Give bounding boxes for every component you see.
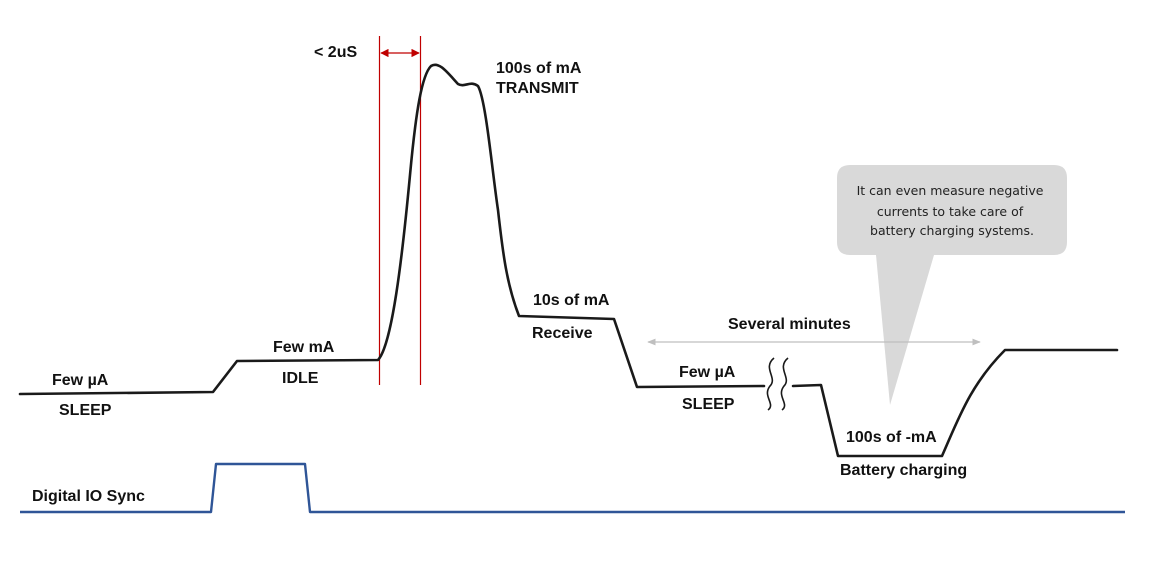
charging-state-label: Battery charging (840, 462, 967, 479)
callout-line-3: battery charging systems. (870, 223, 1034, 238)
idle-value-label: Few mA (273, 339, 335, 356)
sleep1-state-label: SLEEP (59, 402, 112, 419)
span-label: Several minutes (728, 316, 851, 333)
digital-io-sync-trace (20, 462, 1125, 514)
idle-state-label: IDLE (282, 370, 319, 387)
time-break-icon (766, 357, 789, 411)
transmit-state-label: TRANSMIT (496, 80, 579, 97)
sleep1-value-label: Few µA (52, 372, 109, 389)
timing-label: < 2uS (314, 44, 357, 61)
charging-value-label: 100s of -mA (846, 429, 937, 446)
sleep2-value-label: Few µA (679, 364, 736, 381)
transmit-value-label: 100s of mA (496, 60, 582, 77)
svg-text:It can even measure negative: It can even measure negative currents to… (857, 183, 1048, 238)
current-trace (18, 63, 766, 396)
receive-value-label: 10s of mA (533, 292, 610, 309)
receive-state-label: Receive (532, 325, 593, 342)
current-trace-continued (791, 348, 1119, 458)
callout-line-2: currents to take care of (877, 204, 1024, 219)
callout-bubble: It can even measure negative currents to… (837, 165, 1067, 405)
sync-label: Digital IO Sync (32, 488, 145, 505)
callout-line-1: It can even measure negative (857, 183, 1044, 198)
sleep2-state-label: SLEEP (682, 396, 735, 413)
